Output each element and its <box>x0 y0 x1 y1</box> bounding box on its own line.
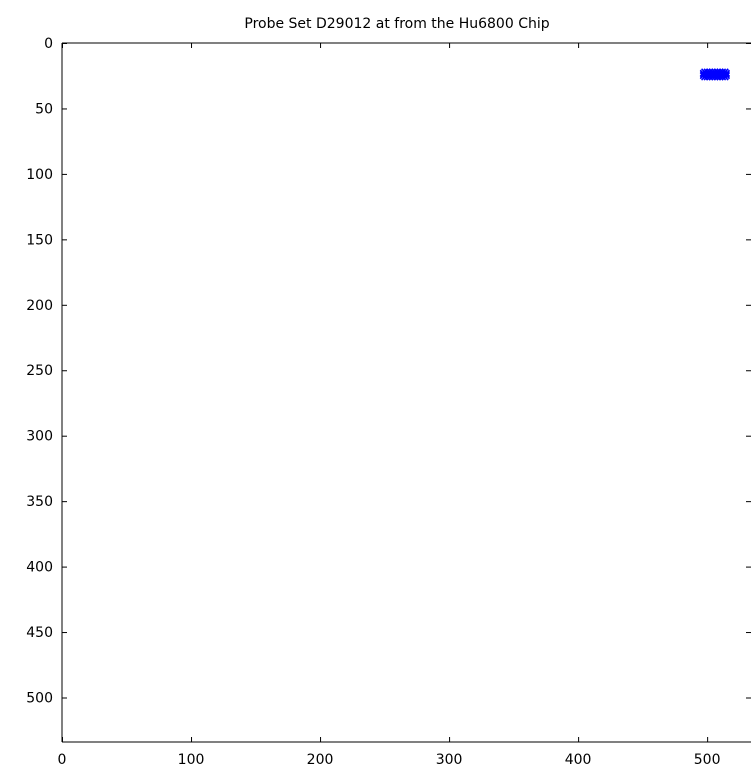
x-tick-label: 0 <box>58 752 67 768</box>
x-tick-label: 200 <box>307 752 334 768</box>
data-point <box>716 73 724 81</box>
x-tick-label: 100 <box>178 752 205 768</box>
data-point <box>708 73 716 81</box>
y-tick-label: 50 <box>35 101 53 117</box>
ticks: 0 100 200 300 400 500 0 50 100 150 200 250 300 350 400… <box>26 36 751 768</box>
y-tick-label: 250 <box>26 363 53 379</box>
axes <box>61 42 751 743</box>
y-tick-label: 350 <box>26 494 53 510</box>
x-tick-label: 500 <box>694 752 721 768</box>
y-tick-label: 200 <box>26 298 53 314</box>
data-points <box>699 68 731 81</box>
y-tick-label: 0 <box>44 36 53 52</box>
data-point <box>721 73 729 81</box>
x-tick-label: 300 <box>436 752 463 768</box>
x-tick-label: 400 <box>565 752 592 768</box>
data-point <box>706 73 714 81</box>
y-tick-label: 450 <box>26 625 53 641</box>
data-point <box>711 73 719 81</box>
chart-title: Probe Set D29012 at from the Hu6800 Chip <box>244 16 549 32</box>
data-point <box>703 73 711 81</box>
data-point <box>701 73 709 81</box>
y-tick-label: 500 <box>26 690 53 706</box>
y-tick-label: 100 <box>26 167 53 183</box>
y-tick-label: 300 <box>26 429 53 445</box>
y-tick-label: 150 <box>26 232 53 248</box>
data-point <box>713 73 721 81</box>
y-tick-label: 400 <box>26 560 53 576</box>
data-point <box>719 73 727 81</box>
